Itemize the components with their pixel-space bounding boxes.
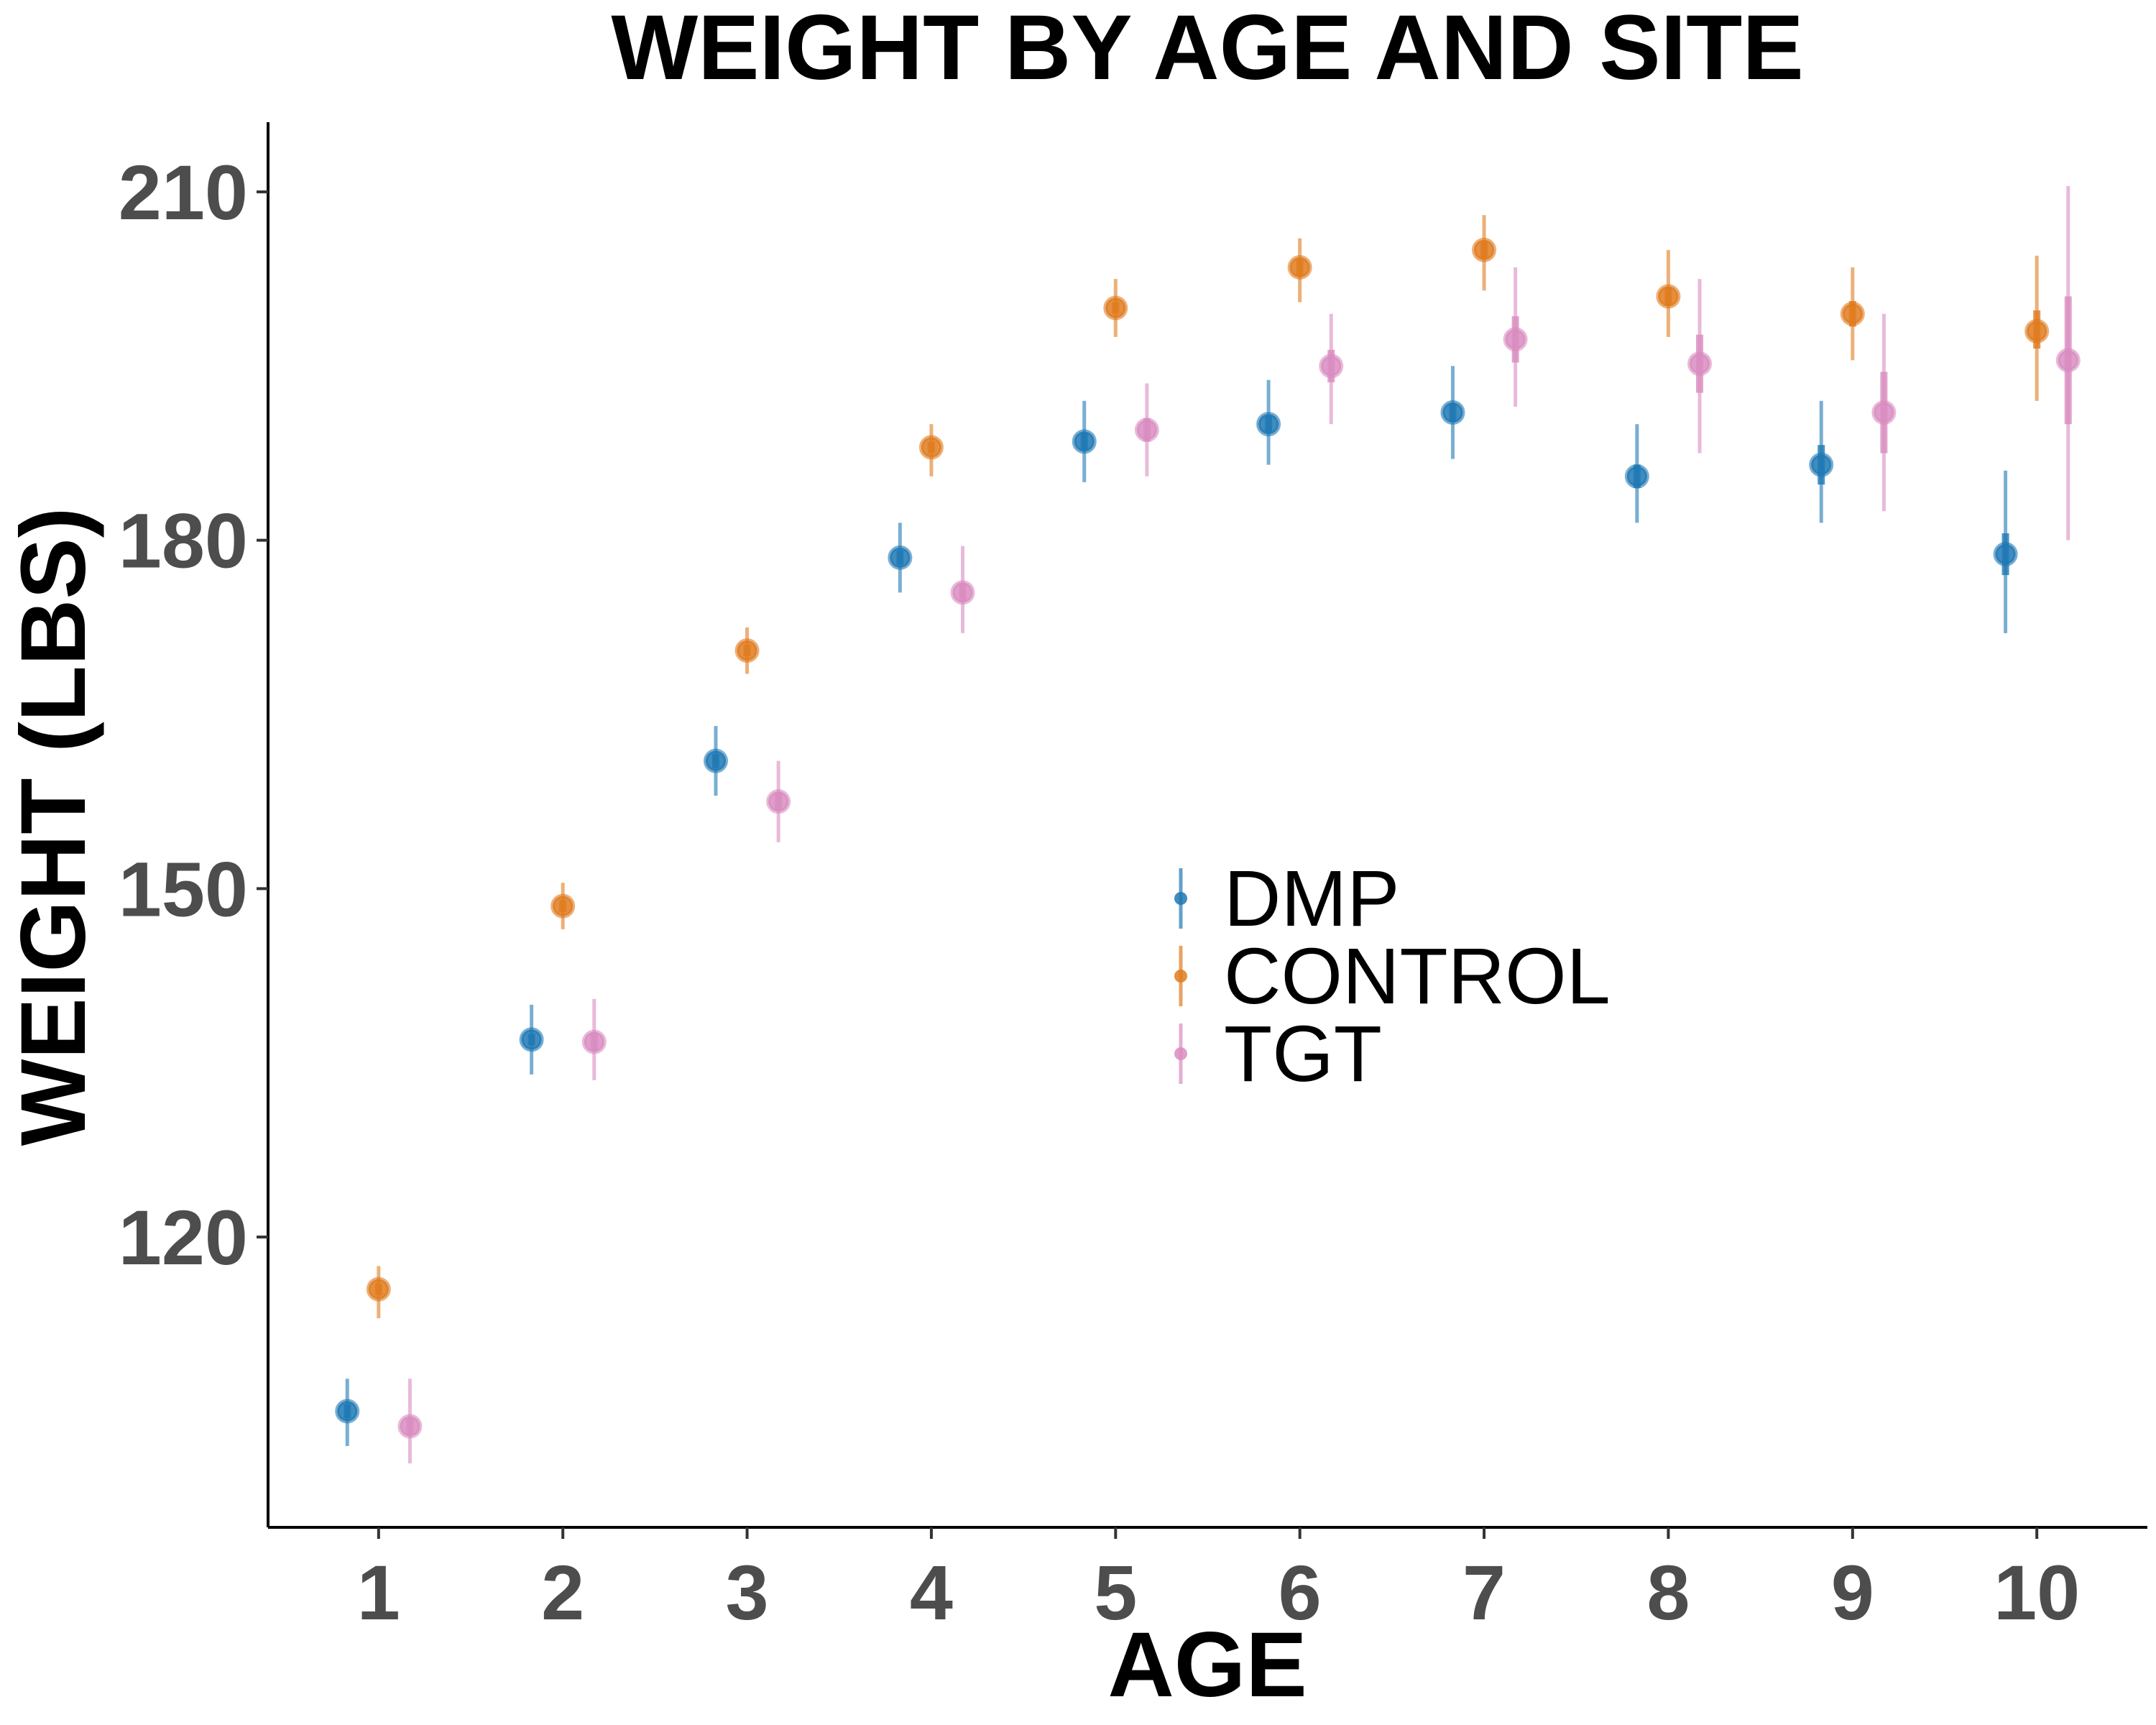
data-point (1809, 452, 1834, 477)
x-axis-ticks: 1 2 3 4 5 6 7 8 9 10 (357, 1527, 2080, 1636)
data-point (766, 789, 791, 814)
x-axis-title: AGE (1107, 1614, 1307, 1716)
data-point (519, 1027, 544, 1052)
data-point (1440, 400, 1465, 425)
legend-key-point (1174, 892, 1187, 905)
data-point (1624, 464, 1649, 489)
data-point (888, 545, 913, 570)
data-point (918, 435, 944, 460)
x-tick-label: 5 (1094, 1549, 1137, 1636)
legend-key-point (1174, 970, 1187, 983)
y-tick-label: 210 (119, 149, 248, 236)
x-tick-label: 4 (910, 1549, 953, 1636)
data-point (950, 580, 975, 605)
data-point (1319, 354, 1344, 379)
y-tick-label: 180 (119, 497, 248, 584)
x-tick-label: 7 (1462, 1549, 1506, 1636)
legend-item-tgt: TGT (1174, 1010, 1382, 1098)
chart-title: WEIGHT BY AGE AND SITE (611, 0, 1803, 99)
legend-item-dmp: DMP (1174, 855, 1399, 943)
x-tick-label: 10 (1994, 1549, 2080, 1636)
data-point (703, 748, 728, 773)
plot-area (335, 185, 2081, 1464)
legend-key-point (1174, 1047, 1187, 1060)
legend-item-control: CONTROL (1174, 932, 1611, 1021)
data-point (1840, 301, 1865, 326)
data-point (1503, 327, 1528, 352)
data-point (2055, 348, 2081, 373)
legend-label: TGT (1224, 1010, 1382, 1098)
series-tgt (397, 185, 2081, 1464)
y-tick-label: 150 (119, 845, 248, 932)
data-point (1134, 418, 1159, 443)
y-tick-label: 120 (119, 1194, 248, 1281)
data-point (1656, 284, 1681, 309)
data-point (1103, 295, 1128, 321)
x-tick-label: 8 (1646, 1549, 1690, 1636)
data-point (1687, 351, 1713, 377)
data-point (1993, 542, 2018, 567)
data-point (2024, 318, 2050, 344)
series-control (366, 215, 2050, 1319)
data-point (1256, 412, 1281, 437)
data-point (1472, 237, 1497, 262)
x-tick-label: 1 (357, 1549, 400, 1636)
y-axis-title: WEIGHT (LBS) (2, 507, 105, 1146)
y-axis-ticks: 120 150 180 210 (119, 149, 268, 1281)
x-tick-label: 9 (1831, 1549, 1874, 1636)
legend-label: DMP (1224, 855, 1399, 943)
legend-label: CONTROL (1224, 932, 1611, 1021)
data-point (1287, 254, 1312, 280)
data-point (581, 1029, 607, 1054)
x-tick-label: 6 (1279, 1549, 1322, 1636)
data-point (397, 1414, 423, 1439)
data-point (366, 1276, 391, 1302)
data-point (734, 638, 760, 663)
x-tick-label: 2 (541, 1549, 584, 1636)
data-point (335, 1399, 360, 1424)
data-point (550, 893, 576, 919)
data-point (1871, 400, 1897, 425)
series-dmp (335, 366, 2018, 1446)
data-point (1072, 429, 1097, 454)
x-tick-label: 3 (726, 1549, 769, 1636)
